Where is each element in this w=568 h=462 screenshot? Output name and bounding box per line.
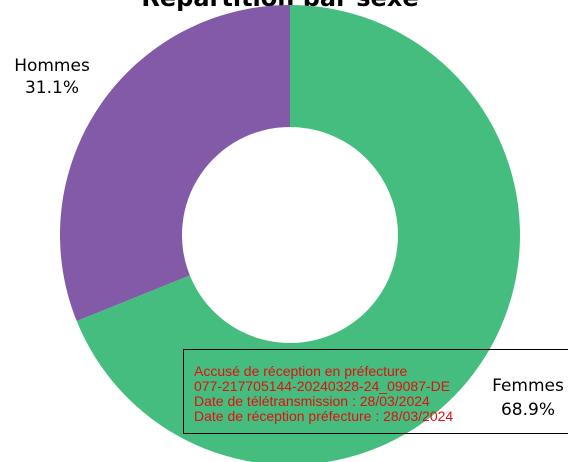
slice-label-femmes: Femmes 68.9% (492, 376, 564, 420)
reception-stamp: Accusé de réception en préfecture 077-21… (183, 349, 568, 434)
stamp-line-3: Date de télétransmission : 28/03/2024 (194, 393, 430, 409)
slice-label-hommes-name: Hommes (14, 56, 90, 76)
donut-slices (59, 5, 520, 462)
slice-label-hommes: Hommes 31.1% (14, 56, 90, 98)
stamp-line-1: Accusé de réception en préfecture (194, 363, 408, 379)
slice-hommes (59, 5, 290, 322)
slice-label-femmes-name: Femmes (492, 376, 564, 396)
slice-label-femmes-value: 68.9% (501, 400, 555, 420)
stamp-line-2: 077-217705144-20240328-24_09087-DE (194, 378, 451, 394)
slice-label-hommes-value: 31.1% (25, 78, 79, 98)
stamp-line-4: Date de réception préfecture : 28/03/202… (194, 408, 454, 424)
slice-femmes (76, 5, 520, 462)
